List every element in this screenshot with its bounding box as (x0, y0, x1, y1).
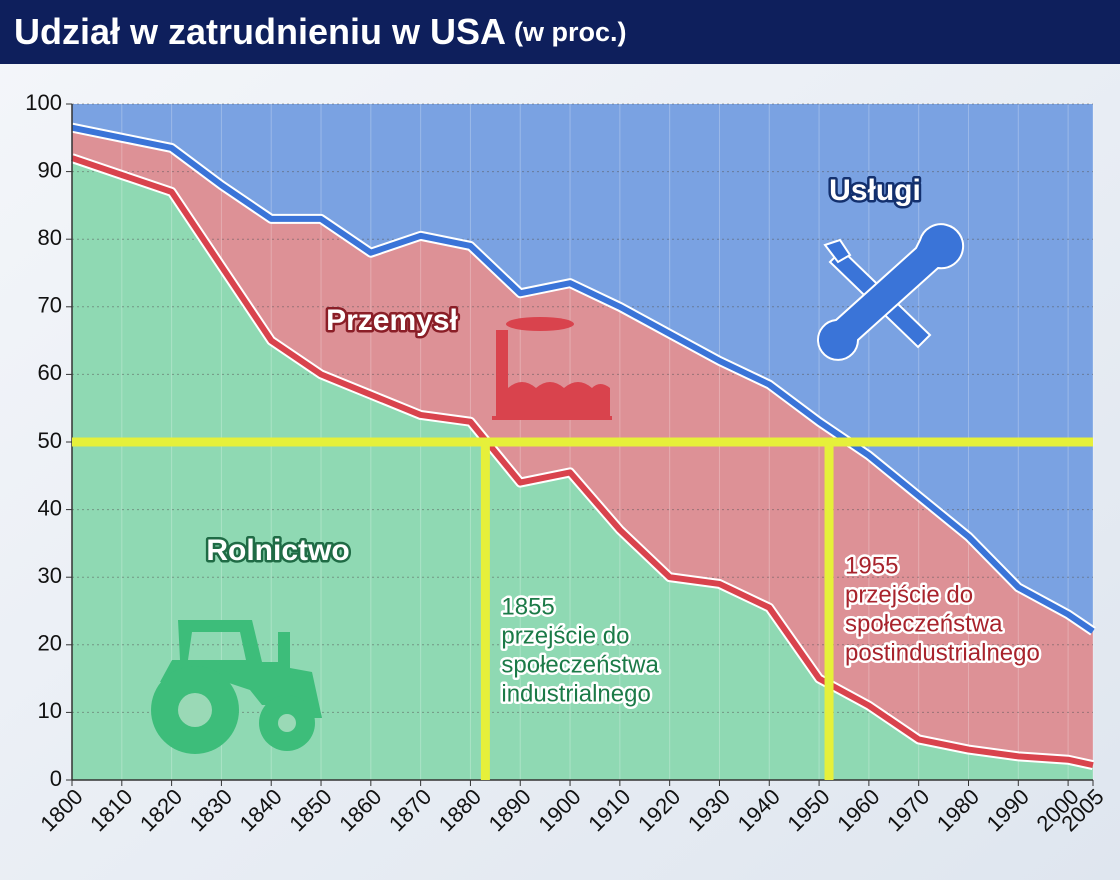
icons (151, 223, 965, 754)
area (72, 158, 1093, 780)
title-sub: (w proc.) (514, 17, 627, 47)
title: Udział w zatrudnieniu w USA (w proc.) (14, 11, 627, 52)
annotation-text: postindustrialnego (845, 639, 1040, 666)
annotation-text: 1855 (501, 593, 554, 620)
line (71, 124, 1095, 634)
region-label: Rolnictwo (206, 534, 349, 567)
area (72, 104, 1093, 632)
title-main: Udział w zatrudnieniu w USA (14, 11, 506, 52)
annotation-text: przejście do (501, 622, 629, 649)
y-tick-label: 60 (38, 360, 62, 385)
title-bar (0, 0, 1120, 64)
y-tick-label: 100 (25, 90, 62, 115)
annotation-text: 1955 (845, 552, 898, 579)
y-tick-label: 90 (38, 157, 62, 182)
factory-icon (492, 317, 612, 420)
y-tick-label: 50 (38, 428, 62, 453)
annotation-text: społeczeństwa (845, 610, 1003, 637)
annotation-text: przejście do (845, 581, 973, 608)
annotation-text: industrialnego (501, 680, 650, 707)
y-tick-label: 40 (38, 495, 62, 520)
y-tick-label: 20 (38, 631, 62, 656)
y-tick-label: 70 (38, 293, 62, 318)
annotation-text: społeczeństwa (501, 651, 659, 678)
y-tick-label: 80 (38, 225, 62, 250)
tools-icon (817, 223, 965, 361)
tractor-icon (151, 620, 322, 754)
line (71, 155, 1094, 769)
y-tick-label: 0 (50, 766, 62, 791)
y-tick-label: 30 (38, 563, 62, 588)
region-label: Przemysł (326, 304, 458, 337)
region-label: Usługi (829, 174, 921, 207)
y-tick-label: 10 (38, 698, 62, 723)
